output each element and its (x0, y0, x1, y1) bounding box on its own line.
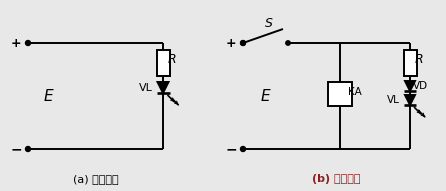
Text: VL: VL (139, 83, 153, 92)
Text: S: S (264, 16, 273, 29)
Text: KA: KA (348, 87, 362, 97)
Bar (328, 82, 352, 106)
Polygon shape (157, 82, 169, 93)
Text: (a) 直流驱动: (a) 直流驱动 (73, 174, 118, 184)
Circle shape (240, 146, 245, 151)
Bar (157, 50, 169, 76)
Text: VL: VL (387, 95, 400, 105)
Circle shape (286, 41, 290, 45)
Circle shape (25, 146, 30, 151)
Polygon shape (405, 81, 415, 91)
Text: R: R (168, 53, 176, 66)
Text: VD: VD (413, 81, 428, 91)
Text: +: + (226, 36, 236, 49)
Bar (404, 50, 417, 76)
Circle shape (240, 40, 245, 45)
Text: −: − (10, 142, 22, 156)
Polygon shape (405, 95, 415, 105)
Text: R: R (415, 53, 423, 66)
Circle shape (241, 41, 245, 45)
Text: (b) 直流驱动: (b) 直流驱动 (312, 174, 361, 184)
Text: −: − (225, 142, 237, 156)
Text: +: + (11, 36, 21, 49)
Text: E: E (260, 88, 270, 104)
Text: E: E (43, 88, 53, 104)
Circle shape (25, 40, 30, 45)
